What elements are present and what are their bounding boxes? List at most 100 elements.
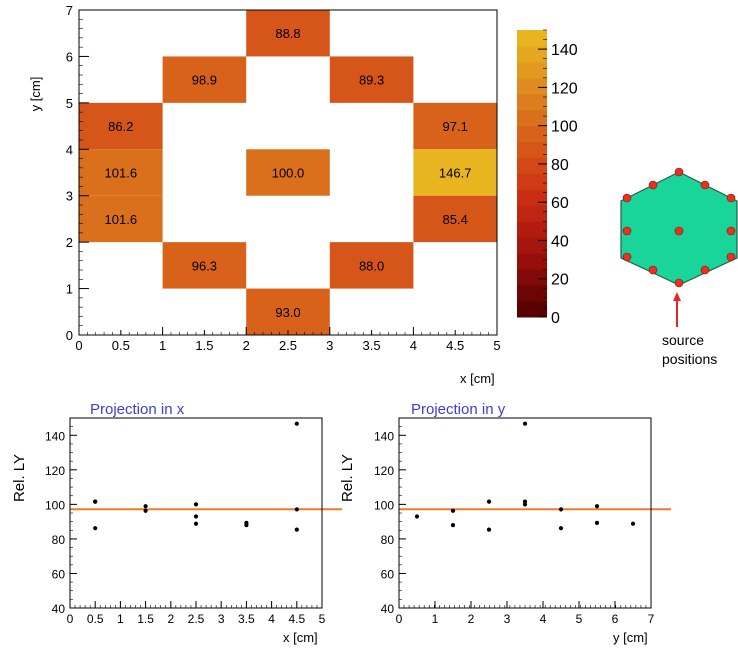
- arrow-head-icon: [673, 292, 681, 301]
- source-position-dot: [700, 265, 710, 275]
- source-position-dot: [674, 278, 684, 288]
- heatmap-xlabel: x [cm]: [460, 371, 495, 386]
- heatmap-cell-label: 101.6: [105, 166, 138, 181]
- data-point: [558, 526, 564, 531]
- colorbar-tick-label: 0: [551, 310, 560, 327]
- projection-x-tick-label: 7: [648, 612, 655, 626]
- colorbar-band: [517, 269, 547, 286]
- projection-y-frame: [398, 417, 652, 609]
- data-point: [594, 504, 600, 509]
- source-position-dot: [674, 226, 684, 236]
- heatmap-y-tick-label: 6: [66, 49, 73, 64]
- colorbar-band: [517, 45, 547, 63]
- data-point: [193, 502, 199, 507]
- colorbar-band: [517, 189, 547, 206]
- colorbar-band: [517, 109, 547, 127]
- projection-x-tick-label: 1: [432, 612, 439, 626]
- data-point: [558, 507, 564, 512]
- colorbar-band: [517, 285, 547, 302]
- projection-x-tick-label: 5: [319, 612, 326, 626]
- projection-y-ylabel: Rel. LY: [339, 454, 356, 502]
- colorbar-tick-label: 60: [551, 195, 569, 212]
- colorbar-band: [517, 301, 547, 318]
- projection-y-tick-label: 100: [45, 498, 65, 512]
- heatmap-cell-label: 88.0: [359, 258, 384, 273]
- heatmap-x-tick-label: 2: [243, 338, 250, 353]
- heatmap-cells: 88.8 98.9 89.3 86.2 97.1 101.6 100.0 146.7 101.6…: [79, 10, 497, 335]
- heatmap-cell: [79, 102, 163, 150]
- projection-x-tick-label: 0.5: [87, 612, 104, 626]
- projection-y-tick-label: 40: [381, 602, 395, 616]
- colorbar-band: [517, 93, 547, 111]
- data-point: [450, 522, 456, 528]
- projection-x-tick-label: 1: [117, 612, 124, 626]
- heatmap-plot: 88.8 98.9 89.3 86.2 97.1 101.6 100.0 146.7 101.6…: [28, 3, 501, 386]
- data-point: [93, 499, 98, 504]
- projection-x-points: [70, 421, 342, 532]
- projection-x-tick-label: 2: [167, 612, 174, 626]
- heatmap-cell: [329, 242, 414, 289]
- data-point: [450, 508, 456, 513]
- colorbar-tick-label: 20: [551, 272, 569, 289]
- colorbar-band: [517, 77, 547, 95]
- heatmap-x-tick-label: 5: [493, 338, 500, 353]
- heatmap-ylabel: y [cm]: [28, 77, 43, 112]
- colorbar-tick-label: 140: [551, 42, 578, 59]
- projection-y-plot: Projection in y 0 1 2 3 4 5 6 7406080100120140 …: [339, 401, 671, 645]
- projection-y-tick-label: 80: [52, 533, 66, 547]
- heatmap-cell: [246, 288, 330, 335]
- projection-y-tick-label: 80: [381, 533, 395, 547]
- heatmap-cell-label: 85.4: [443, 212, 468, 227]
- projection-x-tick-label: 6: [612, 612, 619, 626]
- data-point: [93, 526, 98, 531]
- projection-y-tick-label: 60: [381, 567, 395, 581]
- heatmap-cell: [79, 195, 163, 243]
- colorbar-tick-label: 80: [551, 157, 569, 174]
- colorbar-band: [517, 237, 547, 254]
- data-point: [193, 521, 199, 526]
- heatmap-y-tick-label: 0: [66, 328, 73, 343]
- heatmap-cell-label: 98.9: [192, 73, 217, 88]
- projection-x-tick-label: 3: [218, 612, 225, 626]
- projection-x-title: Projection in x: [90, 401, 185, 418]
- source-position-dot: [648, 265, 658, 275]
- heatmap-x-tick-label: 3.5: [363, 338, 381, 353]
- data-point: [143, 508, 148, 513]
- projection-x-tick-label: 2: [468, 612, 475, 626]
- colorbar-band: [517, 253, 547, 270]
- source-position-dot: [700, 180, 710, 190]
- source-position-dot: [622, 226, 632, 236]
- projection-y-points: [399, 421, 671, 532]
- colorbar-tick-label: 120: [551, 80, 578, 97]
- heatmap-x-tick-label: 1: [159, 338, 166, 353]
- heatmap-y-tick-label: 3: [66, 189, 73, 204]
- heatmap-cell-label: 93.0: [275, 305, 300, 320]
- colorbar-ticks: 0 20 40 60 80 100 120 140: [538, 29, 578, 327]
- source-position-dot: [726, 193, 736, 203]
- data-point: [486, 499, 492, 504]
- heatmap-y-tick-label: 4: [66, 142, 73, 157]
- projection-x-ylabel: Rel. LY: [11, 454, 28, 502]
- heatmap-y-tick-label: 1: [66, 282, 73, 297]
- projection-x-xlabel: x [cm]: [283, 630, 318, 645]
- colorbar-band: [517, 157, 547, 174]
- heatmap-ticks: 0 0.5 1 1.5 2 2.5 3 3.5 4 4.5 5 0 1 2 3 4 5 6 7: [66, 3, 501, 353]
- source-label-line2: positions: [662, 351, 717, 367]
- source-position-dots: [622, 167, 736, 288]
- data-point: [193, 514, 199, 519]
- projection-x-tick-label: 0: [67, 612, 74, 626]
- heatmap-x-tick-label: 3: [326, 338, 333, 353]
- colorbar-bands: [517, 30, 547, 318]
- colorbar-tick-label: 100: [551, 119, 578, 136]
- heatmap-x-tick-label: 0.5: [112, 338, 130, 353]
- projection-y-tick-label: 120: [374, 464, 394, 478]
- data-point: [294, 527, 299, 532]
- heatmap-cell: [79, 149, 163, 196]
- source-position-dot: [622, 252, 632, 262]
- projection-y-tick-label: 60: [52, 567, 66, 581]
- heatmap-x-tick-label: 0: [75, 338, 82, 353]
- heatmap-cell-label: 88.8: [275, 26, 300, 41]
- heatmap-cell-label: 97.1: [443, 119, 468, 134]
- data-point: [294, 507, 299, 512]
